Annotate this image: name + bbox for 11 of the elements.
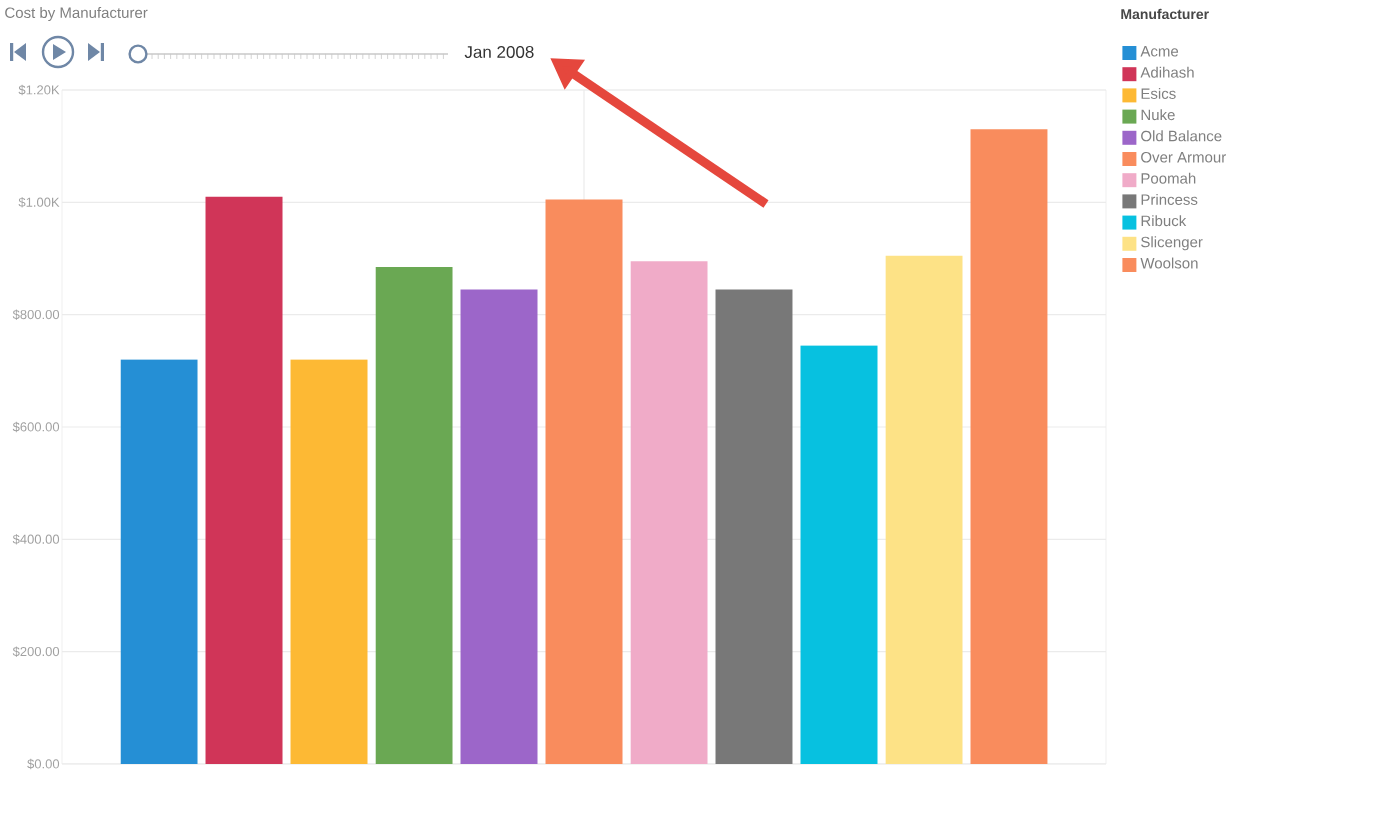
bar <box>205 196 283 764</box>
bar <box>715 289 793 764</box>
bar <box>630 261 708 764</box>
bar <box>460 289 538 764</box>
bar <box>375 266 453 764</box>
bar <box>970 129 1048 764</box>
bar <box>290 359 368 764</box>
text: Jan 2008 <box>464 45 534 58</box>
bar <box>120 359 198 764</box>
bar <box>885 255 963 764</box>
bar <box>800 345 878 764</box>
